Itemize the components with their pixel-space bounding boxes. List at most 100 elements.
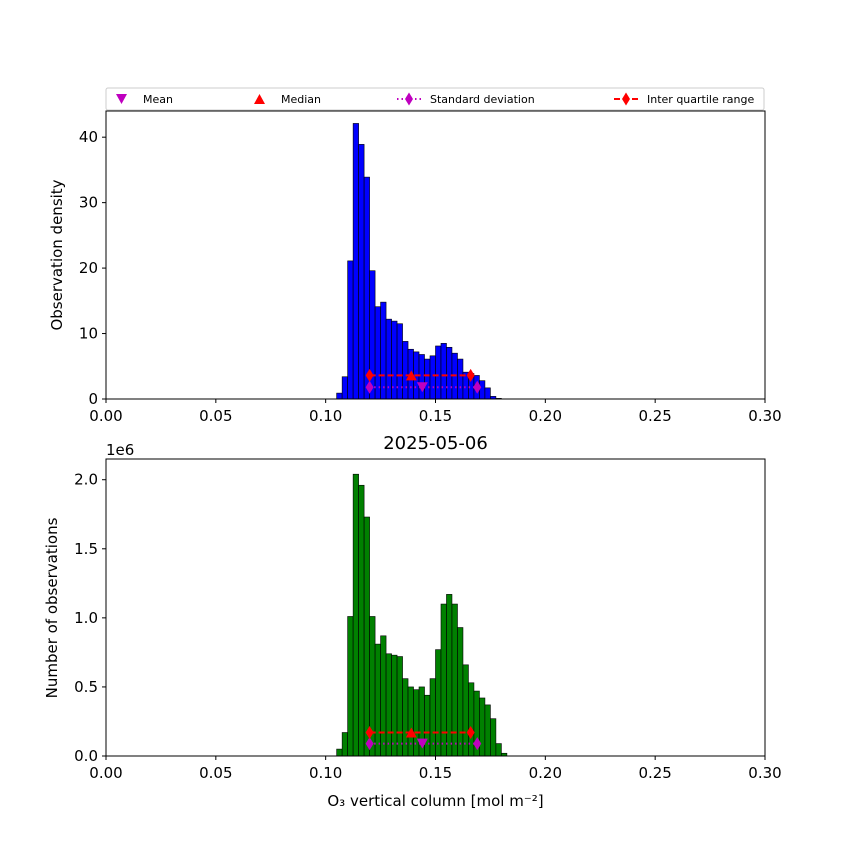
density-bar (341, 376, 348, 400)
density-y-tick-label: 0 (88, 390, 98, 408)
legend: Mean Median Standard deviation Inter qua… (105, 87, 765, 111)
density-bar (440, 343, 447, 400)
count-bar (468, 682, 475, 757)
density-bar (435, 345, 442, 400)
count-bar (407, 686, 414, 757)
density-y-tick-label: 10 (79, 325, 98, 343)
density-bar (380, 301, 387, 400)
count-y-tick-label: 0.5 (74, 678, 98, 696)
count-y-tick-label: 0.0 (74, 747, 98, 765)
density-bar (336, 392, 343, 400)
legend-median-label: Median (281, 93, 321, 106)
density-iqr-lower-marker (365, 368, 374, 382)
count-bar (402, 678, 409, 757)
count-x-axis-ticks: 0.00 0.05 0.10 0.15 0.20 0.25 0.30 (89, 756, 782, 782)
count-bar (495, 743, 502, 757)
density-x-tick-label: 0.00 (89, 407, 122, 425)
density-bar (358, 144, 365, 400)
density-std-upper-marker (473, 380, 482, 394)
density-y-tick-label: 30 (79, 194, 98, 212)
count-x-tick-label: 0.20 (529, 764, 562, 782)
count-bar (396, 656, 403, 757)
count-mean-marker (416, 738, 428, 749)
density-x-tick-label: 0.10 (309, 407, 342, 425)
count-bar (391, 654, 398, 757)
count-bar (413, 689, 420, 757)
count-bar (336, 748, 343, 757)
density-mean-marker (416, 382, 428, 393)
density-iqr-upper-marker (466, 368, 475, 382)
count-x-axis-label: O₃ vertical column [mol m⁻²] (327, 792, 543, 810)
density-y-axis-label: Observation density (48, 179, 66, 330)
density-y-tick-label: 40 (79, 128, 98, 146)
legend-item-standard-deviation: Standard deviation (397, 92, 535, 106)
count-y-offset-label: 1e6 (106, 441, 134, 459)
count-std-lower-marker (365, 737, 374, 751)
density-bar (352, 123, 359, 400)
density-histogram-chart: 0.00 0.05 0.10 0.15 0.20 0.25 0.30 0 10 20 30 40 O… (48, 110, 782, 425)
count-bar (363, 516, 370, 757)
density-bar (363, 176, 370, 400)
density-x-tick-label: 0.25 (638, 407, 671, 425)
density-bar (402, 341, 409, 400)
density-median-marker (405, 370, 417, 381)
density-x-axis-ticks: 0.00 0.05 0.10 0.15 0.20 0.25 0.30 (89, 399, 782, 425)
density-x-tick-label: 0.15 (419, 407, 452, 425)
legend-std-marker (405, 92, 413, 106)
count-bar (374, 643, 381, 757)
count-bar (424, 694, 431, 757)
count-iqr-lower-marker (365, 726, 374, 740)
density-x-tick-label: 0.05 (199, 407, 232, 425)
count-bar (435, 649, 442, 757)
density-bar (446, 346, 453, 400)
count-y-tick-label: 1.5 (74, 540, 98, 558)
count-median-marker (405, 727, 417, 738)
count-bar (347, 616, 354, 757)
count-statistics-markers (365, 726, 482, 751)
density-bar (429, 355, 436, 400)
count-bar (385, 653, 392, 757)
density-statistics-markers (365, 368, 482, 394)
density-bar (457, 358, 464, 400)
count-bar (490, 718, 497, 757)
count-x-tick-label: 0.25 (638, 764, 671, 782)
count-bar (341, 732, 348, 757)
density-bar (418, 354, 425, 400)
count-y-axis-ticks: 0.0 0.5 1.0 1.5 2.0 (74, 471, 106, 765)
count-chart-title: 2025-05-06 (383, 433, 488, 454)
count-x-tick-label: 0.15 (419, 764, 452, 782)
legend-item-inter-quartile-range: Inter quartile range (614, 92, 754, 106)
count-x-tick-label: 0.00 (89, 764, 122, 782)
legend-frame (105, 87, 765, 111)
legend-median-marker (254, 94, 265, 104)
legend-std-label: Standard deviation (430, 93, 535, 106)
count-iqr-upper-marker (466, 726, 475, 740)
legend-item-median: Median (254, 93, 321, 106)
count-y-axis-label: Number of observations (43, 517, 61, 698)
count-y-tick-label: 1.0 (74, 609, 98, 627)
legend-mean-marker (116, 94, 127, 104)
count-bar (484, 704, 491, 757)
density-x-tick-label: 0.20 (529, 407, 562, 425)
count-bar (462, 664, 469, 757)
count-histogram-chart: 2025-05-06 1e6 0.00 0.05 0.10 0.15 0.20 0.25 0… (43, 433, 782, 810)
legend-item-mean: Mean (116, 93, 173, 106)
density-y-tick-label: 20 (79, 259, 98, 277)
density-bar (484, 387, 491, 400)
count-bar (479, 697, 486, 757)
count-x-tick-label: 0.30 (748, 764, 781, 782)
density-x-tick-label: 0.30 (748, 407, 781, 425)
density-bar (479, 380, 486, 400)
count-x-tick-label: 0.05 (199, 764, 232, 782)
density-y-axis-ticks: 0 10 20 30 40 (79, 128, 106, 408)
count-y-tick-label: 2.0 (74, 471, 98, 489)
legend-mean-label: Mean (143, 93, 173, 106)
count-x-tick-label: 0.10 (309, 764, 342, 782)
density-bar (424, 358, 431, 400)
density-bar (347, 260, 354, 400)
count-bar (380, 635, 387, 757)
density-bar (374, 306, 381, 400)
count-bar (358, 484, 365, 757)
density-std-lower-marker (365, 380, 374, 394)
